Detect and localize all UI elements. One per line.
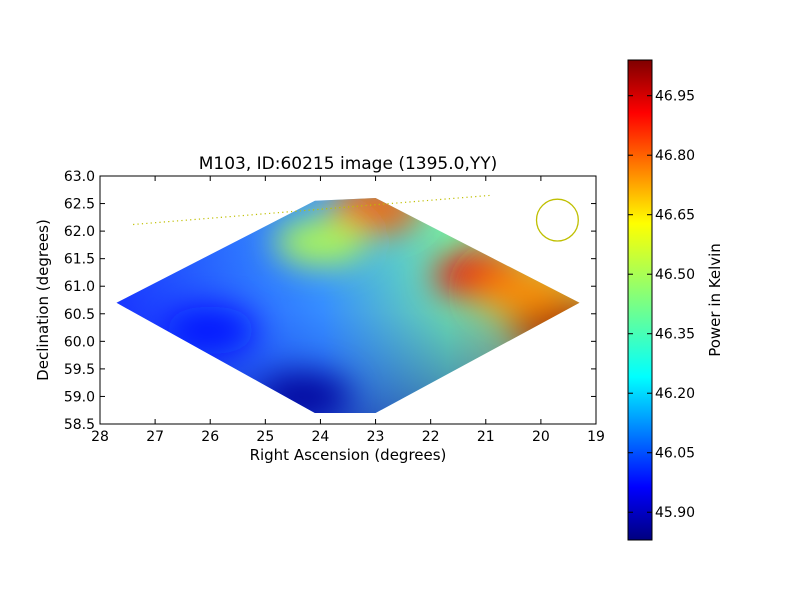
colorbar-frame [627, 59, 653, 541]
dotted-line [133, 194, 492, 226]
colorbar-tick-label: 46.80 [655, 148, 695, 164]
x-tick-label: 21 [477, 429, 495, 445]
colorbar-ticks: 45.90 46.05 46.20 46.35 46.50 46.65 46.80 46.95 [628, 89, 695, 521]
y-tick-label: 62.5 [64, 197, 95, 213]
colorbar-tick-label: 46.20 [655, 386, 695, 402]
x-tick-label: 23 [367, 429, 385, 445]
x-tick-label: 20 [532, 429, 550, 445]
y-tick-label: 59.5 [64, 362, 95, 378]
x-axis: 28 27 26 25 24 23 22 21 20 19 [91, 176, 605, 445]
plot-frame [99, 175, 597, 425]
y-tick-label: 63.0 [64, 169, 95, 185]
beam-circle [535, 198, 579, 242]
x-tick-label: 22 [422, 429, 440, 445]
y-tick-label: 58.5 [64, 417, 95, 433]
colorbar-tick-label: 46.95 [655, 89, 695, 105]
y-tick-label: 60.0 [64, 334, 95, 350]
y-tick-label: 59.0 [64, 389, 95, 405]
x-tick-label: 26 [201, 429, 219, 445]
hotspot [274, 218, 367, 267]
colorbar-tick-label: 46.05 [655, 446, 695, 462]
chart-title: M103, ID:60215 image (1395.0,YY) [199, 154, 498, 174]
colorbar: 45.90 46.05 46.20 46.35 46.50 46.65 46.80 46.95… [627, 59, 724, 541]
y-tick-label: 60.5 [64, 307, 95, 323]
y-axis: 58.5 59.0 59.5 60.0 60.5 61.0 61.5 62.0 62.5 63.0 [64, 169, 596, 433]
plot-area [100, 176, 596, 424]
x-tick-label: 28 [91, 429, 109, 445]
colorbar-tick-label: 46.65 [655, 208, 695, 224]
x-tick-label: 19 [587, 429, 605, 445]
y-tick-label: 62.0 [64, 224, 95, 240]
colorbar-tick-label: 45.90 [655, 505, 695, 521]
x-axis-label: Right Ascension (degrees) [250, 446, 447, 464]
colorbar-tick-label: 46.50 [655, 267, 695, 283]
x-tick-label: 27 [146, 429, 164, 445]
x-tick-label: 24 [312, 429, 330, 445]
y-tick-label: 61.0 [64, 279, 95, 295]
hotspot [329, 198, 422, 234]
colorbar-label: Power in Kelvin [706, 243, 724, 357]
x-tick-label: 25 [256, 429, 274, 445]
y-tick-label: 61.5 [64, 252, 95, 268]
colorbar-tick-label: 46.35 [655, 327, 695, 343]
y-axis-label: Declination (degrees) [34, 219, 52, 381]
colorbar-gradient [628, 60, 652, 540]
